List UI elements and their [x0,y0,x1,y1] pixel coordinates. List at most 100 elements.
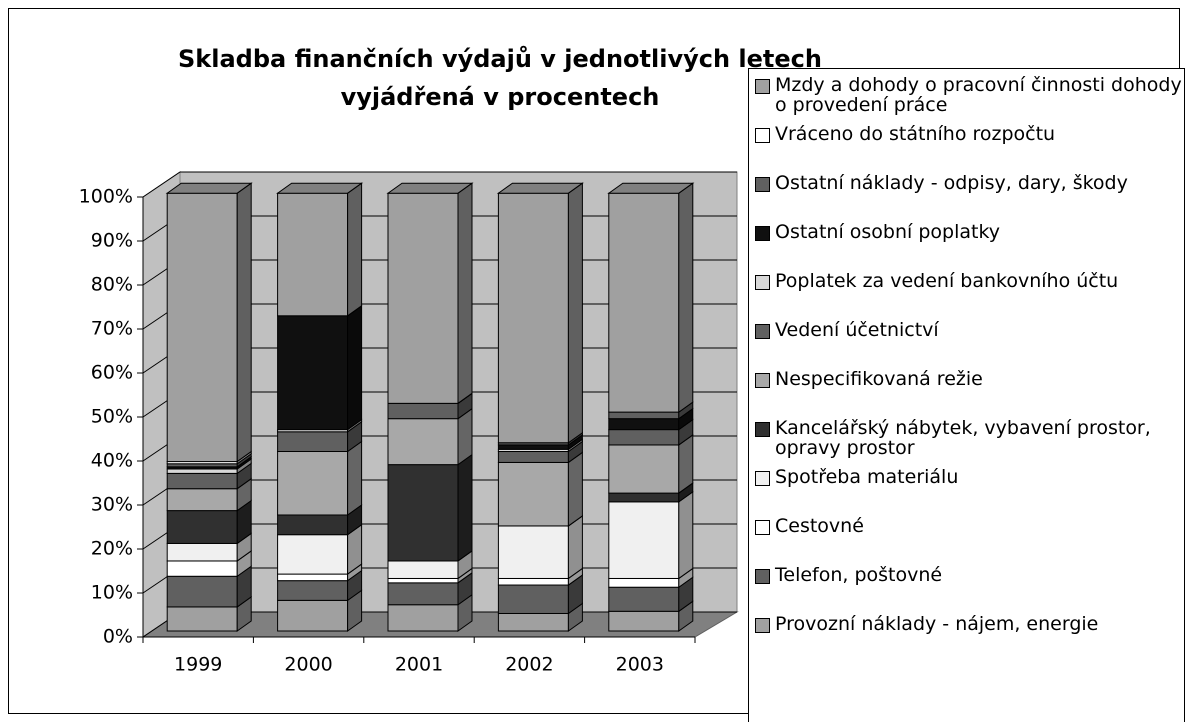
y-tick-label: 60% [91,362,133,384]
bar-segment [277,534,349,575]
bar-segment [608,586,680,612]
legend-label: Poplatek za vedení bankovního účtu [775,270,1119,292]
bar-segment [387,402,459,420]
bar-segment [277,315,349,431]
legend-item: Ostatní osobní poplatky [755,222,1184,271]
bar-top [276,182,364,194]
bar-segment-side [567,514,583,580]
bar-segment [497,525,569,579]
bar-segment [497,451,569,463]
bar-segment [497,612,569,632]
legend-swatch [755,520,770,535]
legend-label: Ostatní náklady - odpisy, dary, škody [775,172,1128,194]
y-tick-label: 100% [79,186,133,208]
bar-top [165,182,253,194]
legend-label: Ostatní osobní poplatky [775,221,1001,243]
bar-segment [387,577,459,584]
y-tick-label: 70% [91,318,133,340]
bar-segment [166,542,238,562]
legend-label: Mzdy a dohody o pracovní činnosti dohody… [775,74,1182,116]
bar-segment-side [347,182,363,317]
bar-segment [387,582,459,606]
legend-swatch [755,471,770,486]
legend-swatch [755,569,770,584]
legend-label: Vedení účetnictví [775,319,939,341]
bar-segment-side [236,182,252,463]
legend-swatch [755,79,770,94]
grid-line [142,171,181,198]
bar-segment [277,514,349,536]
bar-segment [277,573,349,582]
x-tick-label: 2002 [505,654,553,676]
bar-segment [166,560,238,577]
legend-item: Telefon, poštovné [755,565,1184,614]
legend-label: Vráceno do státního rozpočtu [775,123,1056,145]
bar-segment [497,444,569,450]
y-tick-label: 40% [91,450,133,472]
bar-segment [166,192,238,463]
legend-item: Vedení účetnictví [755,320,1184,369]
bar-segment [608,577,680,588]
legend-label: Spotřeba materiálu [775,466,959,488]
bar-segment-side [678,182,694,414]
legend-item: Mzdy a dohody o pracovní činnosti dohody… [755,75,1184,124]
bar-segment [166,575,238,608]
legend-label: Cestovné [775,515,864,537]
bar-segment [608,411,680,420]
bar-segment [608,192,680,413]
bar-segment [166,606,238,632]
legend-swatch [755,422,770,437]
legend-swatch [755,226,770,241]
x-tick-label: 2000 [284,654,332,676]
legend-swatch [755,373,770,388]
y-tick-label: 80% [91,274,133,296]
y-tick-label: 10% [91,582,133,604]
legend-swatch [755,324,770,339]
bar-segment [166,488,238,512]
legend-item: Spotřeba materiálu [755,467,1184,516]
bar-segment-side [567,182,583,444]
bar-segment [387,604,459,632]
legend: Mzdy a dohody o pracovní činnosti dohody… [748,68,1185,722]
bar-segment [497,584,569,614]
bar-segment [166,468,238,474]
x-tick-label: 2001 [395,654,443,676]
y-tick-label: 0% [103,626,133,648]
bar-segment [608,429,680,446]
legend-swatch [755,275,770,290]
bar-segment-side [457,182,473,405]
bar-segment [608,418,680,431]
bar-segment [497,577,569,586]
bar-segment [277,192,349,317]
legend-item: Poplatek za vedení bankovního účtu [755,271,1184,320]
bar-segment [608,444,680,494]
x-tick-label: 2003 [616,654,664,676]
legend-item: Cestovné [755,516,1184,565]
y-tick-label: 50% [91,406,133,428]
bar-segment-side [347,304,363,431]
bar-top [386,182,474,194]
bar-segment [277,451,349,516]
bar-segment [497,192,569,444]
bar-segment [277,431,349,453]
y-tick-label: 30% [91,494,133,516]
legend-swatch [755,128,770,143]
x-tick-label: 1999 [174,654,222,676]
legend-swatch [755,177,770,192]
bar-top [496,182,584,194]
bar-segment [608,501,680,579]
bar-segment-side [567,451,583,527]
bar-segment [387,560,459,579]
legend-item: Nespecifikovaná režie [755,369,1184,418]
legend-label: Kancelářský nábytek, vybavení prostor, o… [775,417,1151,459]
bar-top [607,182,695,194]
bar-segment [166,472,238,490]
legend-item: Vráceno do státního rozpočtu [755,124,1184,173]
legend-label: Nespecifikovaná režie [775,368,983,390]
bar-segment [608,610,680,632]
legend-label: Telefon, poštovné [775,564,943,586]
bar-segment [277,580,349,601]
y-tick-label: 90% [91,230,133,252]
